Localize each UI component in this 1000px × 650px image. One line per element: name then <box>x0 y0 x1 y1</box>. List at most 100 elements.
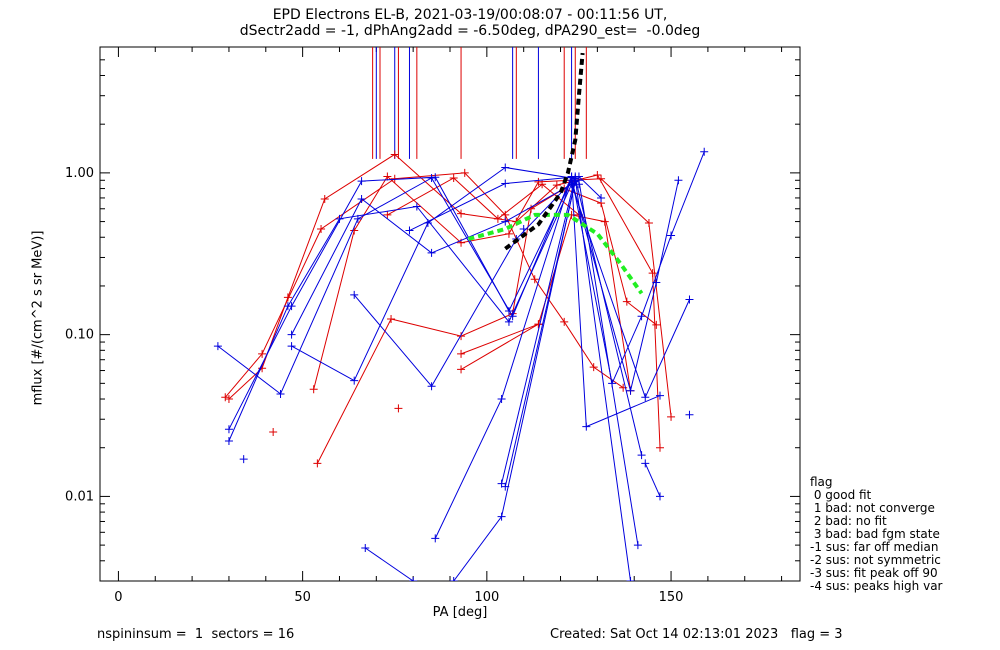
x-tick-label: 0 <box>114 590 122 605</box>
data-point <box>501 482 510 491</box>
data-point <box>501 163 510 172</box>
data-point <box>593 171 602 180</box>
plot-frame <box>99 46 801 582</box>
data-layer <box>213 47 709 581</box>
data-point <box>287 342 296 351</box>
blue-series-line <box>644 463 661 497</box>
y-tick-label: 0.10 <box>65 328 94 343</box>
data-point <box>239 455 248 464</box>
legend-item: -2 sus: not symmetric <box>810 553 941 567</box>
y-tick-label: 1.00 <box>65 166 94 181</box>
data-point <box>589 363 598 372</box>
data-point <box>431 534 440 543</box>
red-series-line <box>224 172 624 398</box>
data-point <box>656 391 664 400</box>
data-point <box>449 577 458 581</box>
data-point <box>283 293 292 302</box>
data-point <box>313 459 322 468</box>
red-series-line <box>460 323 539 355</box>
data-point <box>622 297 631 306</box>
data-point <box>504 229 513 238</box>
data-point <box>258 349 267 358</box>
data-point <box>224 425 233 434</box>
data-point <box>552 181 561 190</box>
data-point <box>652 278 661 287</box>
x-tick-label: 100 <box>474 590 499 605</box>
data-point <box>652 320 661 329</box>
data-point <box>534 320 543 329</box>
data-point <box>633 541 642 550</box>
data-point <box>667 231 676 240</box>
data-point <box>641 459 650 468</box>
data-point <box>597 193 606 202</box>
data-point <box>457 332 466 341</box>
data-point <box>276 389 285 398</box>
data-point <box>637 451 646 460</box>
data-point <box>597 174 606 183</box>
blue-series-line <box>504 181 576 487</box>
data-point <box>626 577 635 581</box>
red-series-line <box>228 153 661 448</box>
legend-item: 3 bad: bad fgm state <box>810 527 940 541</box>
legend-title: flag <box>810 475 833 489</box>
data-point <box>674 176 683 185</box>
data-point <box>457 365 466 374</box>
x-tick-label: 150 <box>659 590 684 605</box>
data-point <box>383 210 392 219</box>
data-point <box>361 543 370 552</box>
blue-series-line <box>217 151 705 395</box>
data-point <box>383 172 392 181</box>
blue-series-line <box>365 547 414 581</box>
green-fit-curve <box>467 212 644 295</box>
data-point <box>449 173 458 182</box>
data-point <box>641 393 650 402</box>
data-point <box>700 147 709 156</box>
data-point <box>497 512 506 521</box>
red-series-line <box>313 175 672 417</box>
data-point <box>409 577 418 581</box>
data-point <box>309 385 318 394</box>
legend-item: 2 bad: no fit <box>810 514 887 528</box>
data-point <box>317 224 326 233</box>
data-point <box>582 422 591 431</box>
data-point <box>213 342 222 351</box>
data-point <box>685 295 694 304</box>
data-point <box>269 428 278 437</box>
data-point <box>504 317 513 326</box>
data-point <box>412 202 421 211</box>
x-tick-label: 50 <box>294 590 311 605</box>
data-point <box>350 290 359 299</box>
data-point <box>656 492 664 501</box>
data-point <box>497 395 506 404</box>
legend-item: -3 sus: fit peak off 90 <box>810 566 938 580</box>
data-point <box>538 180 547 189</box>
data-point <box>394 404 403 413</box>
data-point <box>501 217 510 226</box>
data-point <box>431 173 440 182</box>
data-point <box>656 443 664 452</box>
data-point <box>335 214 344 223</box>
footer-left: nspininsum = 1 sectors = 16 <box>97 627 295 642</box>
data-point <box>390 150 399 159</box>
data-point <box>221 393 230 402</box>
y-tick-label: 0.01 <box>65 489 94 504</box>
data-point <box>685 410 694 419</box>
data-point <box>224 437 233 446</box>
blue-series-line <box>501 176 576 484</box>
y-axis-label: mflux [#/(cm^2 s sr MeV)] <box>30 230 46 406</box>
data-point <box>357 194 366 203</box>
blue-series-line <box>291 166 631 581</box>
red-series-line <box>387 177 580 220</box>
data-point <box>493 214 502 223</box>
data-point <box>626 386 635 395</box>
data-point <box>320 194 329 203</box>
data-point <box>648 269 657 278</box>
legend-item: -4 sus: peaks high var <box>810 579 943 593</box>
blue-series-line <box>228 182 690 442</box>
footer-right: Created: Sat Oct 14 02:13:01 2023 flag =… <box>550 627 843 642</box>
data-point <box>560 317 569 326</box>
data-point <box>637 312 646 321</box>
data-point <box>530 275 539 284</box>
data-point <box>283 302 292 311</box>
